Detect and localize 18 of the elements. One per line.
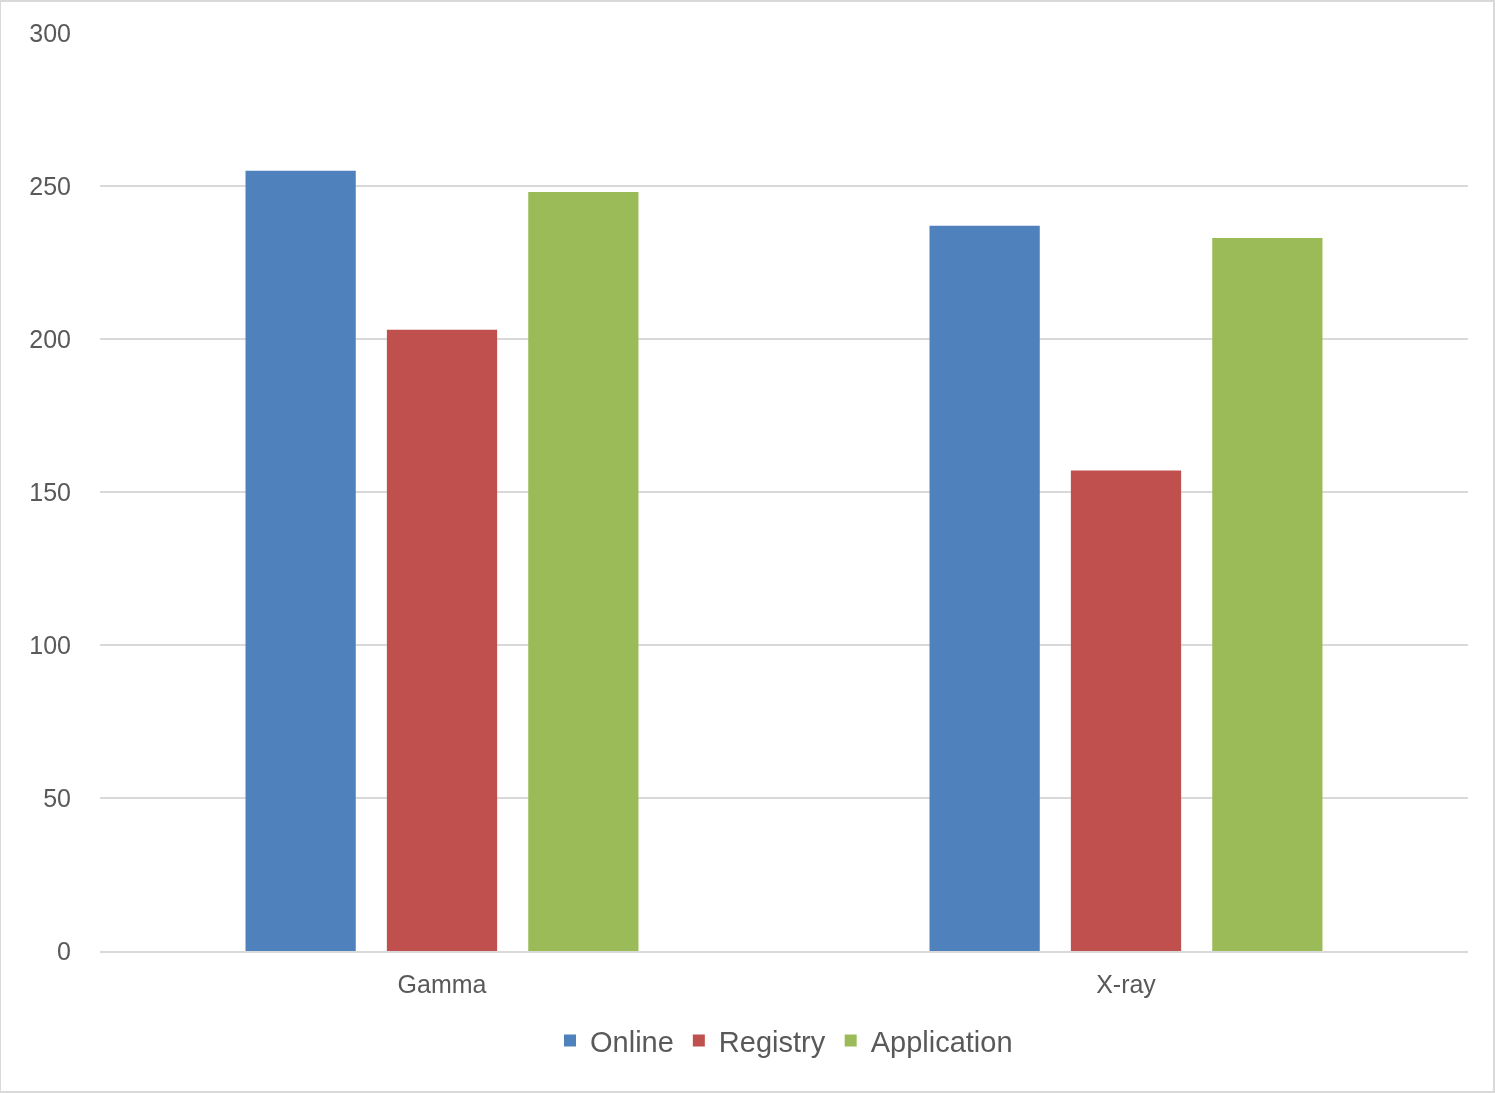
bar (929, 225, 1040, 951)
bar (528, 192, 639, 951)
y-tick-label: 150 (29, 477, 71, 506)
x-tick-label: Gamma (397, 970, 487, 998)
y-tick-label: 300 (29, 18, 71, 47)
bar (386, 329, 498, 951)
legend-label: Online (590, 1025, 674, 1058)
y-tick-label: 200 (29, 324, 71, 353)
bar (1070, 470, 1182, 951)
x-tick-label: X-ray (1096, 970, 1157, 998)
bar (245, 170, 356, 951)
bar (1212, 238, 1323, 951)
y-tick-label: 0 (57, 936, 71, 965)
y-tick-label: 100 (29, 630, 71, 659)
y-tick-label: 50 (43, 783, 71, 812)
legend-label: Registry (718, 1025, 826, 1058)
legend-label: Application (870, 1025, 1013, 1058)
y-tick-label: 250 (29, 171, 71, 200)
